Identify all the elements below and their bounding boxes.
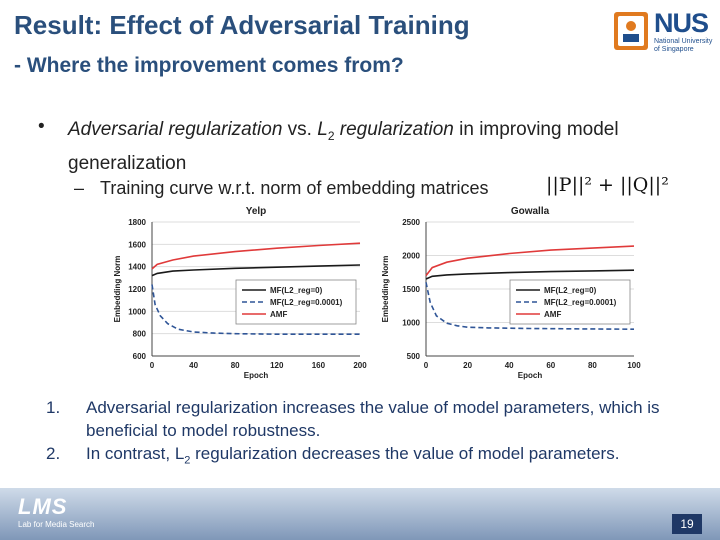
lms-logo: LMS — [18, 494, 68, 519]
bullet-l2: L — [317, 119, 328, 140]
footer-bar — [0, 488, 720, 540]
x-tick-label: 40 — [505, 361, 514, 370]
x-tick-label: 160 — [312, 361, 326, 370]
y-tick-label: 1600 — [128, 240, 146, 249]
list-text-post: regularization decreases the value of mo… — [190, 444, 620, 463]
bullet-tail: in improving model generalization — [68, 119, 619, 174]
y-axis-label: Embedding Norm — [381, 256, 390, 323]
sub-bullet-marker: – — [74, 178, 85, 198]
bullet-l2-sub: 2 — [327, 128, 335, 143]
y-tick-label: 1200 — [128, 285, 146, 294]
x-tick-label: 120 — [270, 361, 284, 370]
chart-title: Yelp — [246, 206, 267, 217]
y-tick-label: 2500 — [402, 218, 420, 227]
list-item: 1. Adversarial regularization increases … — [46, 396, 666, 442]
slide-title: Result: Effect of Adversarial Training — [14, 10, 470, 40]
y-tick-label: 1500 — [402, 285, 420, 294]
legend-label: AMF — [544, 310, 561, 319]
nus-logo-text: NUS — [654, 8, 709, 38]
series-line — [151, 284, 360, 335]
y-axis-label: Embedding Norm — [113, 256, 122, 323]
legend-box — [235, 279, 357, 325]
bullet-post: regularization — [334, 119, 454, 140]
bullet-mid: vs. — [282, 119, 318, 140]
chart-title: Gowalla — [511, 206, 550, 217]
x-tick-label: 0 — [424, 361, 429, 370]
x-tick-label: 100 — [627, 361, 641, 370]
conclusion-list: 1. Adversarial regularization increases … — [46, 396, 666, 472]
x-tick-label: 60 — [546, 361, 555, 370]
x-axis-label: Epoch — [518, 371, 543, 380]
y-tick-label: 1800 — [128, 218, 146, 227]
y-tick-label: 1000 — [402, 319, 420, 328]
series-line — [425, 269, 635, 280]
legend-label: MF(L2_reg=0.0001) — [270, 298, 343, 307]
list-item: 2. In contrast, L2 regularization decrea… — [46, 442, 666, 472]
list-text: In contrast, L2 regularization decreases… — [86, 442, 666, 472]
bullet-text: Adversarial regularization vs. L2 regula… — [68, 116, 688, 178]
yelp-chart: Yelp 600 800 1000 1200 1400 1600 1800 0 40 80 120 16… — [113, 206, 367, 380]
legend-label: MF(L2_reg=0.0001) — [544, 298, 617, 307]
slide-subtitle: - Where the improvement comes from? — [14, 54, 404, 77]
series-line — [425, 245, 635, 277]
series-line — [151, 242, 361, 270]
norm-formula: ||P||² + ||Q||² — [546, 174, 669, 196]
legend-box — [509, 279, 631, 325]
page-number: 19 — [672, 514, 702, 534]
list-number: 1. — [46, 398, 61, 417]
y-tick-label: 2000 — [402, 252, 420, 261]
list-text-sub: 2 — [184, 454, 191, 467]
y-tick-label: 600 — [133, 352, 147, 361]
nus-logo-subtext: National University of Singapore — [654, 38, 713, 53]
series-line — [151, 264, 361, 277]
y-tick-label: 500 — [407, 352, 421, 361]
bullet-marker: • — [38, 116, 45, 137]
x-tick-label: 0 — [150, 361, 155, 370]
y-tick-label: 1000 — [128, 307, 146, 316]
nus-crest-icon — [614, 12, 648, 50]
x-tick-label: 80 — [588, 361, 597, 370]
legend-label: MF(L2_reg=0) — [544, 286, 597, 295]
x-tick-label: 20 — [463, 361, 472, 370]
conclusion-box — [36, 392, 664, 468]
x-tick-label: 80 — [231, 361, 240, 370]
x-tick-label: 200 — [353, 361, 367, 370]
y-tick-label: 800 — [133, 330, 147, 339]
list-text-pre: In contrast, L — [86, 444, 185, 463]
legend-label: MF(L2_reg=0) — [270, 286, 323, 295]
y-tick-label: 1400 — [128, 263, 146, 272]
list-number: 2. — [46, 444, 61, 463]
sub-bullet-text: Training curve w.r.t. norm of embedding … — [100, 178, 489, 198]
lms-logo-subtext: Lab for Media Search — [18, 520, 95, 529]
legend-label: AMF — [270, 310, 287, 319]
x-axis-label: Epoch — [244, 371, 269, 380]
list-text: Adversarial regularization increases the… — [86, 398, 660, 440]
x-tick-label: 40 — [189, 361, 198, 370]
bullet-pre: Adversarial regularization — [68, 119, 283, 140]
series-line — [425, 282, 635, 330]
gowalla-chart: Gowalla 500 1000 1500 2000 2500 0 20 40 60 80 100 Ep… — [381, 206, 641, 380]
